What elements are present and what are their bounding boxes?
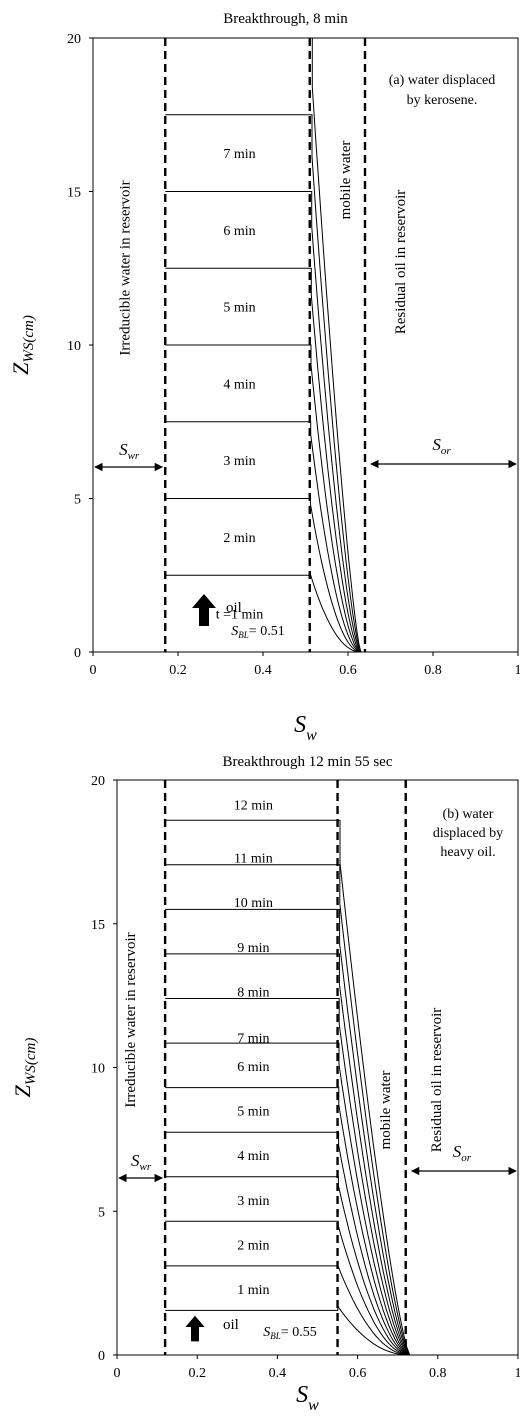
y-axis-label: ZWS(cm) <box>8 315 37 375</box>
x-tick-label: 0 <box>114 1366 121 1381</box>
panel-annotation: displaced by <box>433 826 503 841</box>
chart-b: Breakthrough 12 min 55 sec 0 0.2 0.4 0.6 0.8 1… <box>10 754 520 1414</box>
sbl-label: SBL= 0.51 <box>231 624 284 640</box>
time-label: 4 min <box>237 1149 269 1164</box>
oil-arrow-icon <box>192 594 216 626</box>
chart-title: Breakthrough 12 min 55 sec <box>223 754 393 770</box>
saturation-profile-line <box>165 864 411 1356</box>
x-tick-label: 0.6 <box>349 1366 367 1381</box>
saturation-profile-line <box>165 498 361 653</box>
saturation-profile-line <box>165 1304 410 1356</box>
saturation-profile-line <box>165 421 361 653</box>
saturation-profile-line <box>165 1131 410 1356</box>
region-label-irreducible: Irreducible water in reservoir <box>117 180 133 355</box>
time-label: 11 min <box>234 852 273 867</box>
saturation-profile-line <box>165 1220 410 1356</box>
time-label: 9 min <box>237 941 269 956</box>
x-tick-label: 0.2 <box>169 663 187 678</box>
x-tick-label: 1 <box>515 663 520 678</box>
oil-label: oil <box>223 1317 239 1333</box>
x-tick-label: 0 <box>90 663 97 678</box>
time-label: 5 min <box>237 1105 269 1120</box>
saturation-profile-line <box>165 37 362 653</box>
y-tick-label: 5 <box>98 1205 105 1220</box>
panel-annotation: by kerosene. <box>407 93 478 108</box>
sor-label: Sor <box>432 435 451 457</box>
y-tick-label: 10 <box>91 1062 105 1077</box>
saturation-profile-line <box>165 114 362 653</box>
region-label-irreducible: Irreducible water in reservoir <box>123 932 139 1107</box>
panel-annotation: (a) water displaced <box>389 73 496 88</box>
saturation-profile-line <box>165 1087 410 1356</box>
sbl-label: SBL= 0.55 <box>263 1325 316 1341</box>
x-axis-label: Sw <box>296 1382 319 1414</box>
sor-label: Sor <box>453 1142 472 1164</box>
time-label: 10 min <box>234 896 273 911</box>
time-label: 7 min <box>223 147 255 162</box>
time-label: 2 min <box>237 1238 269 1253</box>
saturation-profile-line <box>165 191 362 653</box>
time-label: 8 min <box>237 985 269 1000</box>
y-tick-label: 0 <box>74 646 81 661</box>
saturation-profile-line <box>165 267 362 653</box>
saturation-profile-line <box>165 908 411 1356</box>
saturation-profile-line <box>165 998 410 1356</box>
time-label: 3 min <box>223 454 255 469</box>
time-label: t =1 min <box>216 608 264 623</box>
x-tick-label: 0.2 <box>188 1366 206 1381</box>
saturation-profile-line <box>165 1042 410 1356</box>
x-tick-label: 0.8 <box>424 663 442 678</box>
region-label-mobile: mobile water <box>378 1071 394 1150</box>
region-label-residual: Residual oil in reservoir <box>393 190 409 335</box>
saturation-profile-line <box>165 344 362 653</box>
y-tick-label: 0 <box>98 1349 105 1364</box>
region-label-residual: Residual oil in reservoir <box>429 1008 445 1153</box>
y-tick-label: 10 <box>67 339 81 354</box>
x-tick-label: 0.4 <box>269 1366 287 1381</box>
panel-annotation: (b) water <box>443 807 494 822</box>
time-label: 12 min <box>234 798 273 813</box>
time-label: 4 min <box>223 377 255 392</box>
x-axis-label: Sw <box>294 712 317 744</box>
y-axis-label: ZWS(cm) <box>10 1038 39 1098</box>
time-label: 6 min <box>223 224 255 239</box>
y-tick-label: 15 <box>67 186 81 201</box>
y-tick-label: 20 <box>67 32 81 47</box>
time-label: 5 min <box>223 301 255 316</box>
saturation-profile-line <box>165 1265 410 1356</box>
x-tick-label: 0.8 <box>429 1366 447 1381</box>
y-tick-label: 20 <box>91 774 105 789</box>
y-tick-label: 15 <box>91 918 105 933</box>
x-tick-label: 0.4 <box>254 663 272 678</box>
region-label-mobile: mobile water <box>338 141 354 220</box>
saturation-profile-line <box>165 953 411 1356</box>
time-label: 3 min <box>237 1194 269 1209</box>
swr-label: Swr <box>131 1151 152 1173</box>
panel-annotation: heavy oil. <box>440 845 495 860</box>
x-tick-label: 0.6 <box>339 663 357 678</box>
saturation-profile-line <box>165 1176 410 1356</box>
time-label: 7 min <box>237 1031 269 1046</box>
saturation-profile-line <box>165 573 361 653</box>
time-label: 2 min <box>223 531 255 546</box>
oil-label: oil <box>226 600 242 616</box>
saturation-profile-line <box>165 819 411 1356</box>
oil-arrow-icon <box>185 1315 205 1342</box>
plot-frame <box>116 779 519 1356</box>
chart-title: Breakthrough, 8 min <box>223 11 348 27</box>
time-label: 1 min <box>237 1283 269 1298</box>
time-label: 6 min <box>237 1060 269 1075</box>
swr-label: Swr <box>119 440 140 462</box>
x-tick-label: 1 <box>515 1366 520 1381</box>
y-tick-label: 5 <box>74 493 81 508</box>
